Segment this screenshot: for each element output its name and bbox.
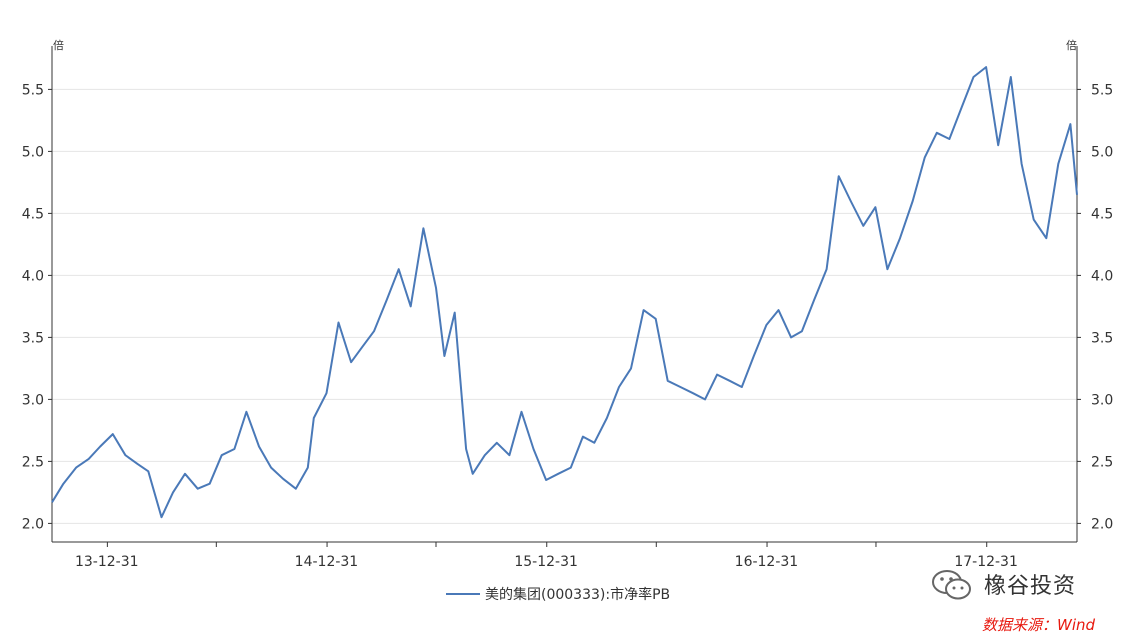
y-tick-label-right: 4.0 bbox=[1091, 268, 1113, 284]
y-tick-label-left: 5.0 bbox=[22, 144, 44, 160]
watermark-text: 橡谷投资 bbox=[984, 574, 1077, 599]
y-tick-label-right: 3.0 bbox=[1091, 392, 1113, 408]
right-y-unit: 倍 bbox=[1066, 38, 1077, 52]
y-tick-label-right: 2.0 bbox=[1091, 516, 1113, 532]
y-tick-label-left: 4.5 bbox=[22, 206, 44, 222]
x-tick-label: 14-12-31 bbox=[295, 554, 359, 570]
y-tick-label-left: 5.5 bbox=[22, 82, 44, 98]
y-tick-label-right: 3.5 bbox=[1091, 330, 1113, 346]
left-y-unit: 倍 bbox=[53, 38, 64, 52]
wechat-icon bbox=[932, 570, 971, 600]
x-tick-label: 13-12-31 bbox=[75, 554, 139, 570]
y-tick-label-left: 3.5 bbox=[22, 330, 44, 346]
x-tick-label: 15-12-31 bbox=[514, 554, 578, 570]
y-tick-label-left: 2.5 bbox=[22, 454, 44, 470]
y-tick-label-right: 5.5 bbox=[1091, 82, 1113, 98]
x-tick-label: 17-12-31 bbox=[954, 554, 1018, 570]
series-line-pb bbox=[51, 66, 1078, 519]
y-tick-label-left: 2.0 bbox=[22, 516, 44, 532]
legend: 美的集团(000333):市净率PB bbox=[446, 586, 670, 603]
y-tick-label-right: 5.0 bbox=[1091, 144, 1113, 160]
legend-label: 美的集团(000333):市净率PB bbox=[485, 586, 670, 603]
y-tick-label-right: 2.5 bbox=[1091, 454, 1113, 470]
data-source-note: 数据来源：Wind bbox=[982, 616, 1096, 634]
y-tick-label-left: 3.0 bbox=[22, 392, 44, 408]
y-axis-ticks: 2.0 2.0 2.5 2.5 3.0 3.0 3.5 3.5 4.0 4.0 4.5 4.5 5.0 5… bbox=[22, 82, 1114, 532]
y-tick-label-left: 4.0 bbox=[22, 268, 44, 284]
x-tick-label: 16-12-31 bbox=[735, 554, 799, 570]
y-tick-label-right: 4.5 bbox=[1091, 206, 1113, 222]
x-axis-ticks: 13-12-31 14-12-31 15-12-31 16-12-31 17-12-31 bbox=[75, 542, 1018, 570]
gridlines bbox=[52, 88, 1077, 524]
